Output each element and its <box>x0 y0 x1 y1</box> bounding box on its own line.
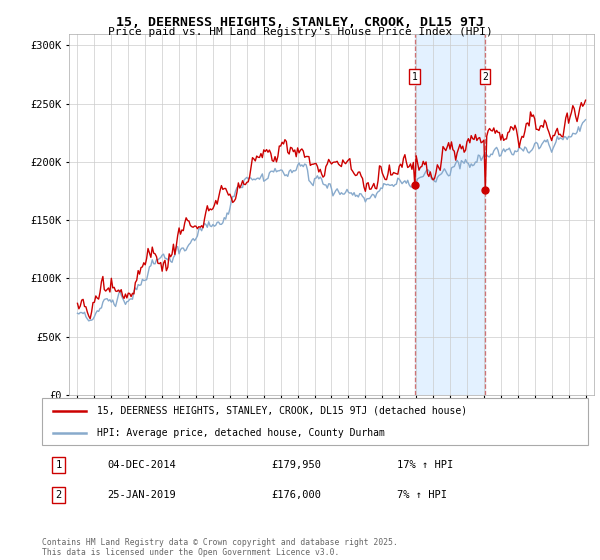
Text: 17% ↑ HPI: 17% ↑ HPI <box>397 460 453 470</box>
FancyBboxPatch shape <box>42 398 588 445</box>
Text: 7% ↑ HPI: 7% ↑ HPI <box>397 490 447 500</box>
Bar <box>415 34 485 395</box>
Text: 25-JAN-2019: 25-JAN-2019 <box>107 490 176 500</box>
Text: 04-DEC-2014: 04-DEC-2014 <box>107 460 176 470</box>
Text: Contains HM Land Registry data © Crown copyright and database right 2025.
This d: Contains HM Land Registry data © Crown c… <box>42 538 398 557</box>
Text: 1: 1 <box>55 460 62 470</box>
Text: 2: 2 <box>482 72 488 82</box>
Text: £179,950: £179,950 <box>271 460 322 470</box>
Text: 15, DEERNESS HEIGHTS, STANLEY, CROOK, DL15 9TJ: 15, DEERNESS HEIGHTS, STANLEY, CROOK, DL… <box>116 16 484 29</box>
Text: Price paid vs. HM Land Registry's House Price Index (HPI): Price paid vs. HM Land Registry's House … <box>107 27 493 37</box>
Text: 15, DEERNESS HEIGHTS, STANLEY, CROOK, DL15 9TJ (detached house): 15, DEERNESS HEIGHTS, STANLEY, CROOK, DL… <box>97 406 467 416</box>
Text: HPI: Average price, detached house, County Durham: HPI: Average price, detached house, Coun… <box>97 428 385 438</box>
Text: £176,000: £176,000 <box>271 490 322 500</box>
Text: 1: 1 <box>412 72 418 82</box>
Text: 2: 2 <box>55 490 62 500</box>
